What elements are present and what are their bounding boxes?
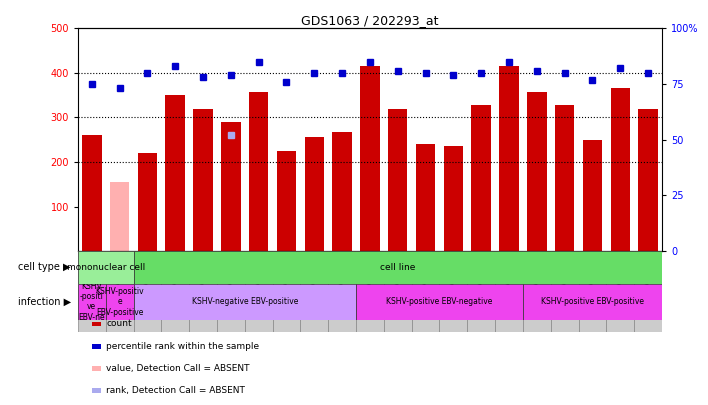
Bar: [416, 144, 435, 251]
FancyBboxPatch shape: [78, 251, 105, 332]
Text: GSM38805: GSM38805: [254, 255, 263, 296]
Text: GSM38799: GSM38799: [644, 255, 653, 296]
Bar: [527, 92, 547, 251]
Text: GSM38800: GSM38800: [393, 255, 402, 296]
FancyBboxPatch shape: [634, 251, 662, 332]
Text: GSM38803: GSM38803: [198, 255, 207, 296]
FancyBboxPatch shape: [134, 251, 662, 284]
Bar: [221, 122, 241, 251]
Text: GSM38801: GSM38801: [421, 255, 430, 296]
Text: rank, Detection Call = ABSENT: rank, Detection Call = ABSENT: [106, 386, 245, 395]
Bar: [472, 105, 491, 251]
Text: GSM38791: GSM38791: [87, 255, 96, 296]
Text: GSM38797: GSM38797: [365, 255, 375, 296]
FancyBboxPatch shape: [523, 251, 551, 332]
Text: KSHV-positiv
e
EBV-positive: KSHV-positiv e EBV-positive: [96, 287, 144, 317]
Text: GSM38808: GSM38808: [282, 255, 291, 296]
Bar: [444, 146, 463, 251]
Text: count: count: [106, 320, 132, 328]
Bar: [388, 109, 408, 251]
FancyBboxPatch shape: [551, 251, 578, 332]
Text: cell type ▶: cell type ▶: [18, 262, 71, 272]
Bar: [137, 153, 157, 251]
FancyBboxPatch shape: [467, 251, 495, 332]
FancyBboxPatch shape: [245, 251, 273, 332]
FancyBboxPatch shape: [189, 251, 217, 332]
Text: infection ▶: infection ▶: [18, 297, 71, 307]
Text: GSM38794: GSM38794: [560, 255, 569, 296]
FancyBboxPatch shape: [411, 251, 440, 332]
FancyBboxPatch shape: [105, 284, 134, 320]
Text: GSM38802: GSM38802: [171, 255, 180, 296]
Text: mononuclear cell: mononuclear cell: [67, 263, 145, 272]
Bar: [499, 66, 519, 251]
Text: GSM38806: GSM38806: [449, 255, 458, 296]
Bar: [304, 137, 324, 251]
Text: KSHV-positive EBV-positive: KSHV-positive EBV-positive: [541, 297, 644, 306]
FancyBboxPatch shape: [356, 251, 384, 332]
FancyBboxPatch shape: [329, 251, 356, 332]
Text: value, Detection Call = ABSENT: value, Detection Call = ABSENT: [106, 364, 250, 373]
Bar: [555, 105, 574, 251]
Text: GSM38789: GSM38789: [115, 255, 124, 296]
Bar: [332, 132, 352, 251]
Title: GDS1063 / 202293_at: GDS1063 / 202293_at: [301, 14, 439, 27]
Text: GSM38804: GSM38804: [227, 255, 235, 296]
Bar: [360, 66, 379, 251]
Text: GSM38807: GSM38807: [476, 255, 486, 296]
FancyBboxPatch shape: [78, 284, 105, 320]
Bar: [110, 182, 130, 251]
FancyBboxPatch shape: [356, 284, 523, 320]
FancyBboxPatch shape: [495, 251, 523, 332]
Text: cell line: cell line: [380, 263, 416, 272]
FancyBboxPatch shape: [134, 251, 161, 332]
Text: GSM38790: GSM38790: [143, 255, 152, 296]
Text: GSM38792: GSM38792: [505, 255, 513, 296]
FancyBboxPatch shape: [161, 251, 189, 332]
Bar: [639, 109, 658, 251]
Bar: [277, 151, 296, 251]
FancyBboxPatch shape: [105, 251, 134, 332]
Bar: [610, 88, 630, 251]
FancyBboxPatch shape: [78, 251, 134, 284]
Bar: [193, 109, 213, 251]
Text: GSM38798: GSM38798: [616, 255, 624, 296]
FancyBboxPatch shape: [273, 251, 300, 332]
Text: GSM38793: GSM38793: [532, 255, 542, 296]
Text: KSHV-positive EBV-negative: KSHV-positive EBV-negative: [387, 297, 493, 306]
Bar: [82, 135, 101, 251]
FancyBboxPatch shape: [606, 251, 634, 332]
Bar: [166, 95, 185, 251]
FancyBboxPatch shape: [384, 251, 411, 332]
Text: GSM38796: GSM38796: [338, 255, 347, 296]
FancyBboxPatch shape: [217, 251, 245, 332]
FancyBboxPatch shape: [523, 284, 662, 320]
Bar: [583, 140, 603, 251]
Bar: [249, 92, 268, 251]
FancyBboxPatch shape: [578, 251, 606, 332]
Text: percentile rank within the sample: percentile rank within the sample: [106, 342, 259, 351]
FancyBboxPatch shape: [134, 284, 356, 320]
FancyBboxPatch shape: [440, 251, 467, 332]
Text: GSM38809: GSM38809: [310, 255, 319, 296]
FancyBboxPatch shape: [300, 251, 329, 332]
Text: GSM38795: GSM38795: [588, 255, 597, 296]
Text: KSHV-negative EBV-positive: KSHV-negative EBV-positive: [192, 297, 298, 306]
Text: KSHV
-positi
ve
EBV-ne: KSHV -positi ve EBV-ne: [79, 281, 105, 322]
